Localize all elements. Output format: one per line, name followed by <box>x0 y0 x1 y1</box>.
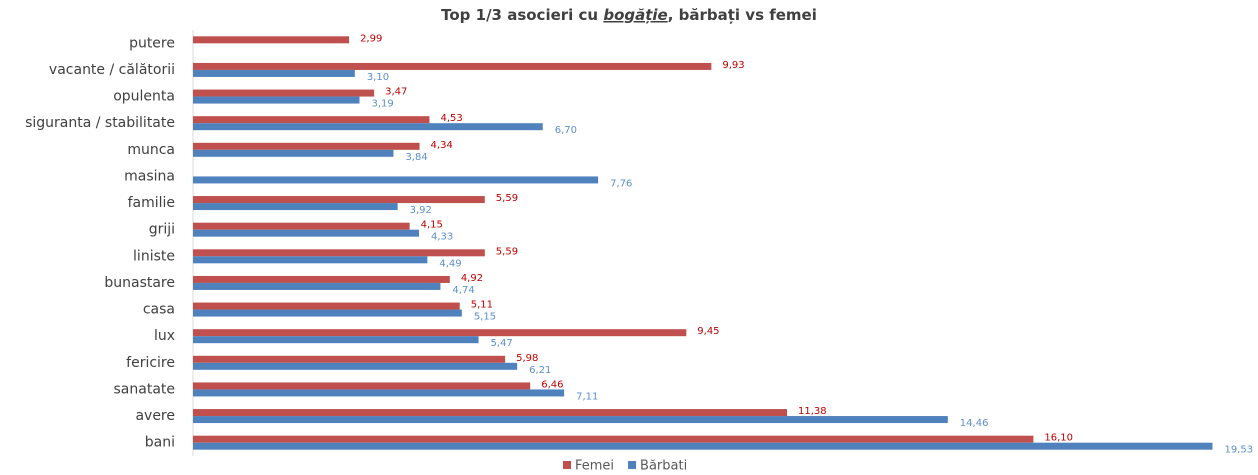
category-label: griji <box>149 222 175 238</box>
value-label: 19,53 <box>1224 445 1253 456</box>
category-label: siguranta / stabilitate <box>25 115 175 131</box>
value-label: 6,46 <box>541 379 563 390</box>
bar <box>193 96 360 104</box>
bar <box>193 309 462 317</box>
bar <box>193 382 531 390</box>
bar <box>193 222 410 230</box>
value-label: 4,53 <box>440 113 462 124</box>
title-part: , bărbați vs femei <box>668 6 817 24</box>
bar <box>193 362 518 370</box>
bar <box>193 409 788 417</box>
bar <box>193 176 599 184</box>
value-label: 5,15 <box>474 312 496 323</box>
value-label: 3,47 <box>385 87 407 98</box>
value-label: 3,84 <box>405 152 427 163</box>
bar <box>193 336 479 344</box>
bar <box>193 355 506 363</box>
value-label: 4,49 <box>439 258 461 269</box>
bar <box>193 249 485 257</box>
category-label: avere <box>135 408 175 424</box>
bar <box>193 416 948 424</box>
category-label: opulenta <box>113 89 175 105</box>
category-label: bani <box>145 435 175 451</box>
bar <box>193 435 1034 443</box>
bar <box>193 123 543 131</box>
bar <box>193 275 450 283</box>
category-label: familie <box>128 195 175 211</box>
legend-swatch <box>628 461 637 469</box>
value-label: 16,10 <box>1044 433 1073 444</box>
category-label: bunastare <box>104 275 175 291</box>
value-label: 5,11 <box>471 300 493 311</box>
bar <box>193 203 398 211</box>
value-label: 5,98 <box>516 353 538 364</box>
legend-swatch <box>563 461 571 469</box>
title-emphasis: bogăție <box>603 6 667 24</box>
bar <box>193 282 441 290</box>
value-label: 4,15 <box>421 220 443 231</box>
legend-label: Bărbati <box>640 459 687 474</box>
bar <box>193 229 420 237</box>
category-label: liniste <box>133 248 175 264</box>
value-label: 5,47 <box>491 338 513 349</box>
bar <box>193 69 355 77</box>
bar <box>193 329 687 337</box>
value-label: 2,99 <box>360 33 382 44</box>
category-label: fericire <box>126 355 175 371</box>
bar <box>193 389 565 397</box>
category-label: masina <box>124 168 175 184</box>
bar <box>193 62 712 70</box>
category-label: casa <box>143 302 175 318</box>
bar <box>193 142 420 150</box>
value-label: 7,11 <box>576 391 598 402</box>
value-label: 5,59 <box>496 246 518 257</box>
value-label: 5,59 <box>496 193 518 204</box>
bar <box>193 36 350 44</box>
bar <box>193 302 460 310</box>
value-label: 4,74 <box>452 285 474 296</box>
category-label: putere <box>129 35 175 51</box>
bar <box>193 116 430 124</box>
value-label: 3,92 <box>410 205 432 216</box>
bar <box>193 89 375 97</box>
value-label: 9,45 <box>697 326 719 337</box>
category-label: munca <box>127 142 175 158</box>
value-label: 9,93 <box>722 60 744 71</box>
legend-label: Femei <box>575 459 614 474</box>
chart-title: Top 1/3 asocieri cu bogăție, bărbați vs … <box>441 6 817 24</box>
value-label: 4,33 <box>431 232 453 243</box>
value-label: 3,10 <box>367 72 389 83</box>
title-part: Top 1/3 asocieri cu <box>441 6 603 24</box>
value-label: 4,34 <box>431 140 453 151</box>
value-label: 11,38 <box>798 406 827 417</box>
value-label: 7,76 <box>610 178 632 189</box>
value-label: 6,70 <box>555 125 577 136</box>
bar <box>193 256 428 264</box>
category-label: vacante / călătorii <box>49 62 175 78</box>
value-label: 6,21 <box>529 365 551 376</box>
value-label: 3,19 <box>372 99 394 110</box>
bar <box>193 149 394 157</box>
category-label: sanatate <box>114 381 176 397</box>
value-label: 14,46 <box>960 418 989 429</box>
bar <box>193 442 1213 450</box>
category-label: lux <box>154 328 175 344</box>
bar <box>193 196 485 204</box>
value-label: 4,92 <box>461 273 483 284</box>
